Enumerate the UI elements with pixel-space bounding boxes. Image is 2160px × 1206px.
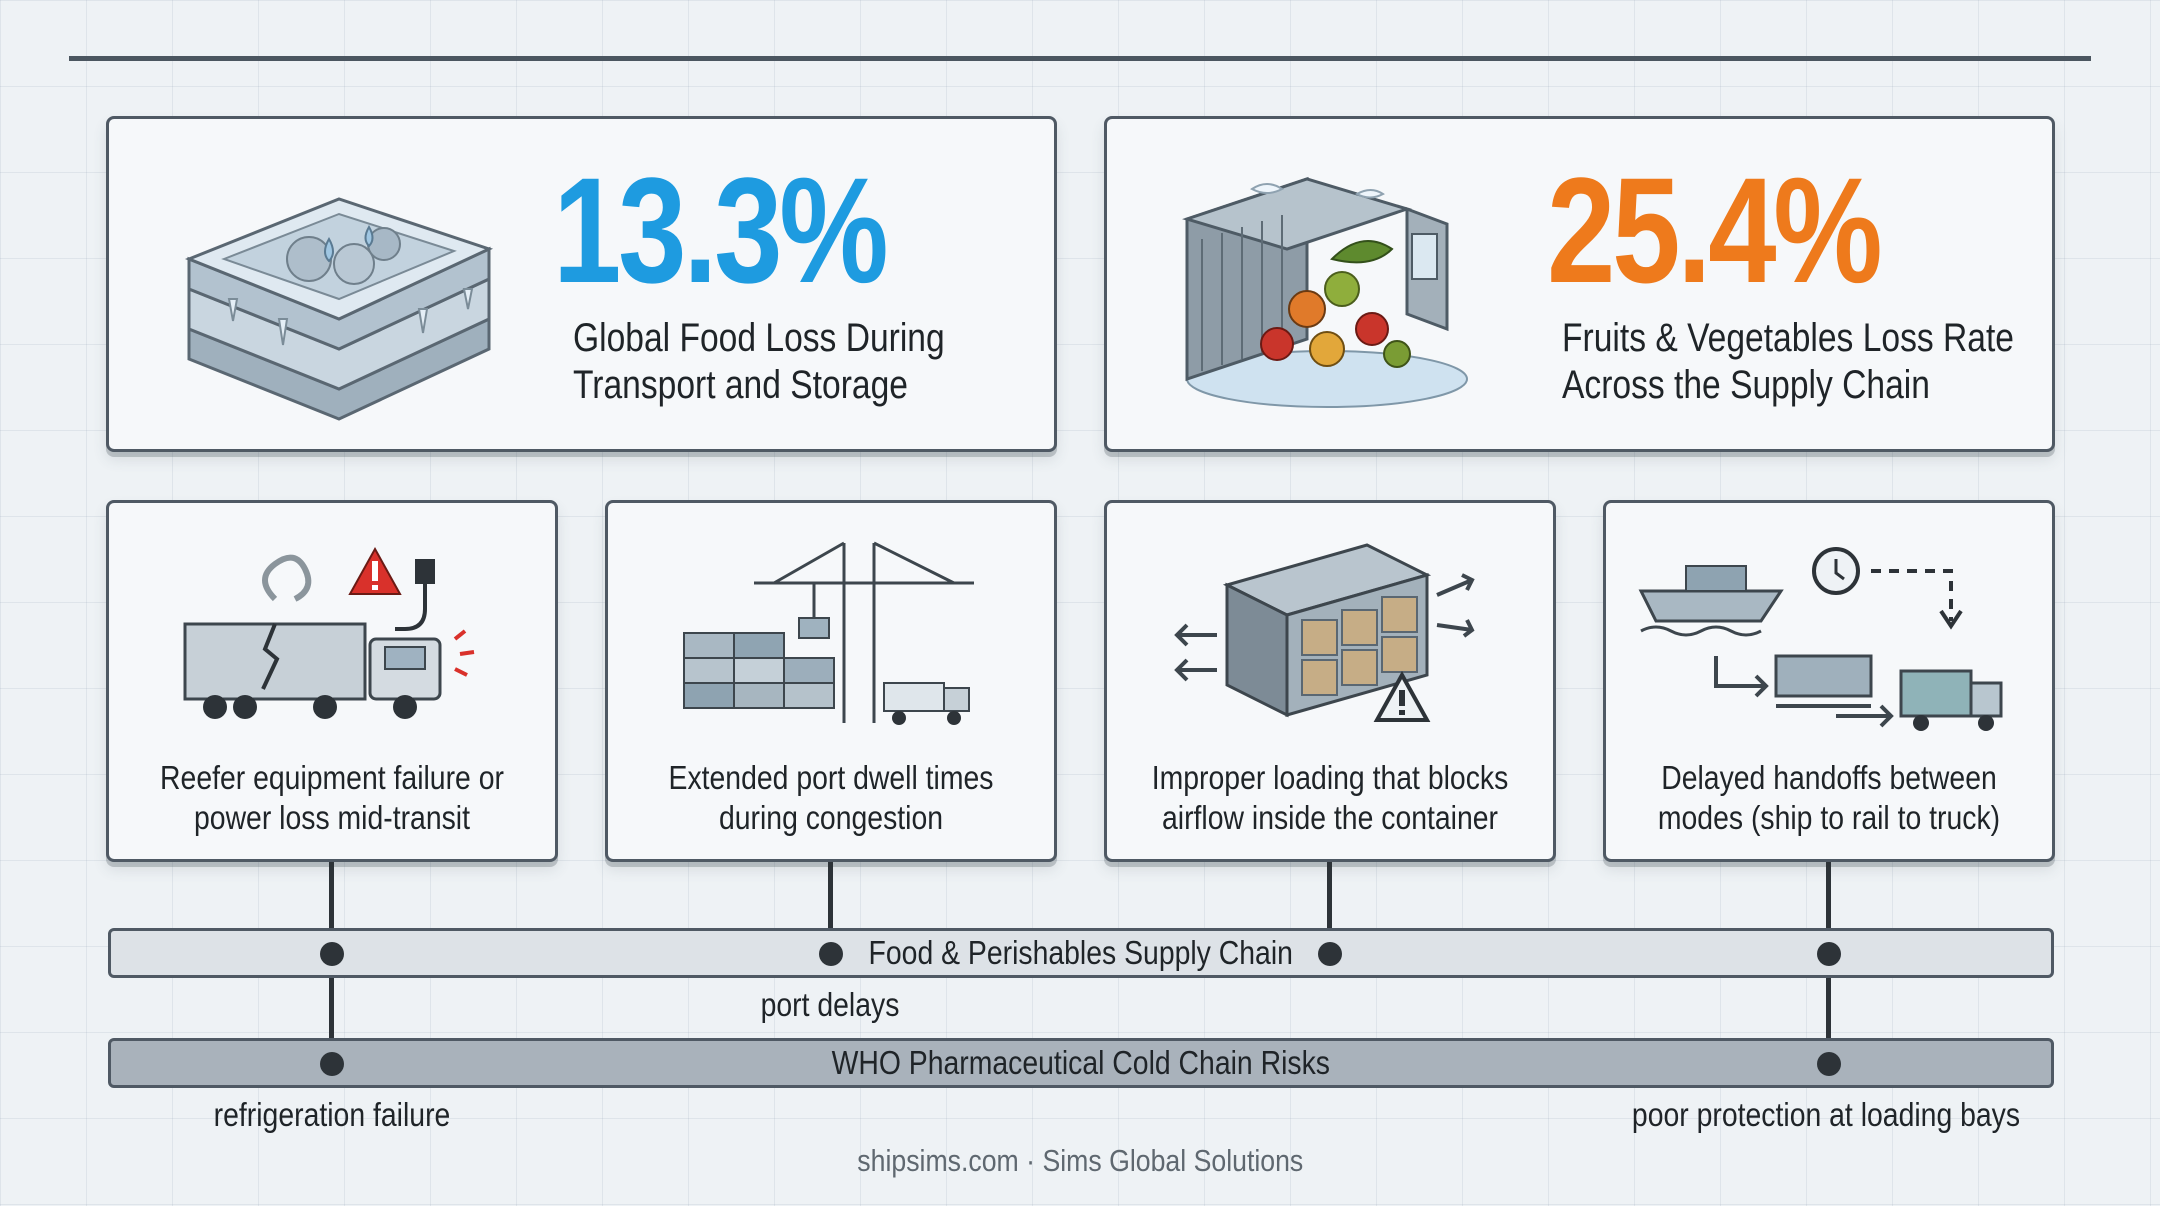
connector-dot	[320, 942, 344, 966]
footer-credit: shipsims.com · Sims Global Solutions	[0, 1143, 2160, 1179]
risk-label-line1: Delayed handoffs between	[1661, 759, 1997, 796]
connector-dot	[1817, 1052, 1841, 1076]
spoiled-produce-container-icon	[1182, 176, 1468, 408]
risk-label-line1: Reefer equipment failure or	[160, 759, 504, 796]
connector-dot	[320, 1052, 344, 1076]
stat-label-line1: Global Food Loss During	[573, 316, 945, 360]
blocked-airflow-container-icon	[1174, 543, 1475, 722]
stat-label-line2: Transport and Storage	[573, 363, 908, 407]
footer-text: shipsims.com · Sims Global Solutions	[857, 1143, 1303, 1178]
risk-card-reefer-failure: Reefer equipment failure or power loss m…	[106, 500, 558, 862]
stat-card-produce-loss: 25.4% Fruits & Vegetables Loss Rate Acro…	[1104, 116, 2055, 452]
stat-card-food-loss: 13.3% Global Food Loss During Transport …	[106, 116, 1057, 452]
risk-label-line1: Extended port dwell times	[668, 759, 994, 796]
connector-stem-loading	[1327, 862, 1332, 954]
risk-label-line2: power loss mid-transit	[193, 799, 471, 836]
risk-label-line1: Improper loading that blocks	[1151, 759, 1509, 796]
stat-value: 25.4%	[1547, 146, 1883, 314]
who-cold-chain-band: WHO Pharmaceutical Cold Chain Risks	[108, 1038, 2054, 1088]
risk-card-delayed-handoffs: Delayed handoffs between modes (ship to …	[1603, 500, 2055, 862]
frozen-crate-icon	[184, 197, 494, 421]
band-label: WHO Pharmaceutical Cold Chain Risks	[831, 1044, 1331, 1081]
top-rule	[69, 56, 2091, 61]
risk-label-line2: modes (ship to rail to truck)	[1657, 799, 2001, 836]
connector-dot	[819, 942, 843, 966]
connector-dot	[1817, 942, 1841, 966]
annotation-port-delays: port delays	[760, 986, 900, 1023]
annotation-refrigeration-failure: refrigeration failure	[213, 1096, 451, 1133]
stat-label-line1: Fruits & Vegetables Loss Rate	[1562, 316, 2014, 360]
connector-dot	[1318, 942, 1342, 966]
connector-stem-port	[828, 862, 833, 954]
band-label: Food & Perishables Supply Chain	[868, 934, 1294, 971]
stat-value: 13.3%	[553, 146, 889, 314]
risk-label-line2: during congestion	[718, 799, 944, 836]
risk-card-improper-loading: Improper loading that blocks airflow ins…	[1104, 500, 1556, 862]
risk-card-port-dwell: Extended port dwell times during congest…	[605, 500, 1057, 862]
risk-label-line2: airflow inside the container	[1161, 799, 1499, 836]
annotation-loading-bays: poor protection at loading bays	[1631, 1096, 2021, 1133]
intermodal-handoff-icon	[1638, 547, 2003, 731]
stat-label-line2: Across the Supply Chain	[1562, 363, 1930, 407]
broken-reefer-truck-icon	[183, 546, 475, 719]
food-supply-chain-band: Food & Perishables Supply Chain	[108, 928, 2054, 978]
port-crane-containers-icon	[683, 541, 974, 725]
